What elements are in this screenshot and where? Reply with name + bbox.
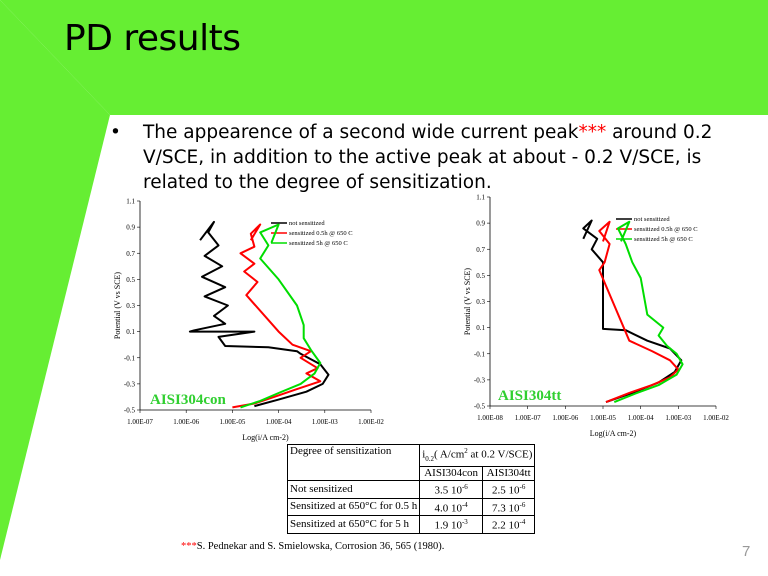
y-axis-label: Potential (V vs SCE) bbox=[113, 272, 122, 340]
legend-label: not sensitized bbox=[289, 220, 325, 227]
x-tick-label: 1.00E-07 bbox=[515, 414, 541, 422]
x-tick-label: 1.00E-02 bbox=[358, 418, 384, 426]
row-label: Sensitized at 650°C for 0.5 h bbox=[286, 497, 421, 517]
cell-con: 1.9 10-3 bbox=[419, 515, 483, 534]
unit-text: ( A/cm bbox=[434, 448, 465, 461]
col-header-con: AISI304con bbox=[419, 465, 483, 481]
col-header-tt: AISI304tt bbox=[481, 465, 536, 481]
y-tick-label: 0.9 bbox=[126, 224, 135, 232]
cell-tt: 2.5 10-6 bbox=[481, 479, 536, 499]
y-tick-label: 0.9 bbox=[476, 220, 485, 228]
footnote: ***S. Pednekar and S. Smielowska, Corros… bbox=[181, 541, 444, 552]
current-subscript: 0.2 bbox=[425, 454, 435, 463]
page-number: 7 bbox=[742, 543, 751, 560]
y-tick-label: 0.5 bbox=[476, 272, 485, 280]
y-tick-label: 0.1 bbox=[126, 328, 135, 336]
bullet-marker: • bbox=[110, 122, 121, 143]
left-band bbox=[0, 0, 110, 560]
y-tick-label: -0.5 bbox=[474, 403, 486, 411]
series-line-2 bbox=[598, 220, 680, 404]
unit-tail: at 0.2 V/SCE) bbox=[467, 448, 533, 461]
x-axis-label: Log(i/A cm-2) bbox=[242, 433, 289, 442]
x-tick-label: 1.00E-03 bbox=[312, 418, 338, 426]
y-tick-label: 0.7 bbox=[476, 246, 485, 254]
legend-label: sensitized 0.5h @ 650 C bbox=[289, 230, 353, 237]
table-row: Sensitized at 650°C for 0.5 h 4.0 10-4 7… bbox=[286, 497, 536, 517]
x-tick-label: 1.00E-03 bbox=[665, 414, 691, 422]
unit-superscript: 2 bbox=[464, 447, 468, 455]
bullet-text-pre: The appearence of a second wide current … bbox=[143, 122, 579, 143]
series-line-3 bbox=[613, 220, 684, 404]
bullet-text: The appearence of a second wide current … bbox=[143, 120, 737, 195]
footnote-text: S. Pednekar and S. Smielowska, Corrosion… bbox=[196, 541, 445, 552]
y-tick-label: 1.1 bbox=[126, 198, 135, 206]
alloy-label: AISI304tt bbox=[498, 388, 561, 404]
table-header-right: i0.2( A/cm2 at 0.2 V/SCE) bbox=[419, 444, 536, 467]
legend-label: not sensitized bbox=[634, 216, 670, 223]
x-tick-label: 1.00E-07 bbox=[127, 418, 153, 426]
series-line-1 bbox=[582, 219, 683, 404]
y-tick-label: 0.3 bbox=[126, 302, 135, 310]
series-line-1 bbox=[188, 220, 330, 408]
x-tick-label: 1.00E-08 bbox=[477, 414, 503, 422]
slide-title: PD results bbox=[64, 18, 241, 59]
header-band bbox=[0, 0, 768, 115]
footnote-stars: *** bbox=[181, 541, 197, 552]
alloy-label: AISI304con bbox=[150, 392, 227, 408]
y-tick-label: 0.7 bbox=[126, 250, 135, 258]
sensitization-table: Degree of sensitization i0.2( A/cm2 at 0… bbox=[286, 444, 536, 534]
cell-con: 3.5 10-6 bbox=[419, 479, 483, 499]
x-tick-label: 1.00E-06 bbox=[552, 414, 578, 422]
cell-con: 4.0 10-4 bbox=[419, 497, 483, 517]
x-tick-label: 1.00E-06 bbox=[173, 418, 199, 426]
bullet-text-post: around 0.2 V/SCE, in addition to the act… bbox=[143, 122, 713, 193]
bullet-point: • The appearence of a second wide curren… bbox=[110, 120, 737, 195]
series-line-2 bbox=[232, 223, 322, 409]
y-tick-label: 0.3 bbox=[476, 298, 485, 306]
y-tick-label: 0.1 bbox=[476, 324, 485, 332]
table-header-row: Degree of sensitization i0.2( A/cm2 at 0… bbox=[286, 444, 536, 481]
legend-label: sensitized 0.5h @ 650 C bbox=[634, 226, 698, 233]
table-header-left: Degree of sensitization bbox=[286, 444, 421, 481]
cell-tt: 7.3 10-6 bbox=[481, 497, 536, 517]
y-tick-label: -0.3 bbox=[124, 380, 136, 388]
y-tick-label: -0.1 bbox=[474, 350, 486, 358]
y-tick-label: 0.5 bbox=[126, 276, 135, 284]
table-subheader-row: AISI304con AISI304tt bbox=[288, 465, 536, 481]
x-tick-label: 1.00E-05 bbox=[590, 414, 616, 422]
y-tick-label: 1.1 bbox=[476, 194, 485, 202]
series-line-3 bbox=[240, 223, 322, 409]
table-row: Not sensitized 3.5 10-6 2.5 10-6 bbox=[286, 479, 536, 499]
legend-label: sensitized 5h @ 650 C bbox=[634, 236, 693, 243]
cell-tt: 2.2 10-4 bbox=[481, 515, 536, 534]
x-tick-label: 1.00E-02 bbox=[703, 414, 729, 422]
row-label: Sensitized at 650°C for 5 h bbox=[286, 515, 421, 534]
x-tick-label: 1.00E-04 bbox=[266, 418, 292, 426]
x-tick-label: 1.00E-05 bbox=[219, 418, 245, 426]
legend-label: sensitized 5h @ 650 C bbox=[289, 240, 348, 247]
row-label: Not sensitized bbox=[286, 479, 421, 499]
y-tick-label: -0.5 bbox=[124, 407, 136, 415]
y-tick-label: -0.3 bbox=[474, 376, 486, 384]
current-symbol: i bbox=[422, 448, 426, 461]
x-tick-label: 1.00E-04 bbox=[628, 414, 654, 422]
bullet-stars: *** bbox=[578, 122, 607, 143]
y-axis-label: Potential (V vs SCE) bbox=[463, 268, 472, 336]
x-axis-label: Log(i/A cm-2) bbox=[590, 429, 637, 438]
table-row: Sensitized at 650°C for 5 h 1.9 10-3 2.2… bbox=[286, 515, 536, 534]
y-tick-label: -0.1 bbox=[124, 354, 136, 362]
